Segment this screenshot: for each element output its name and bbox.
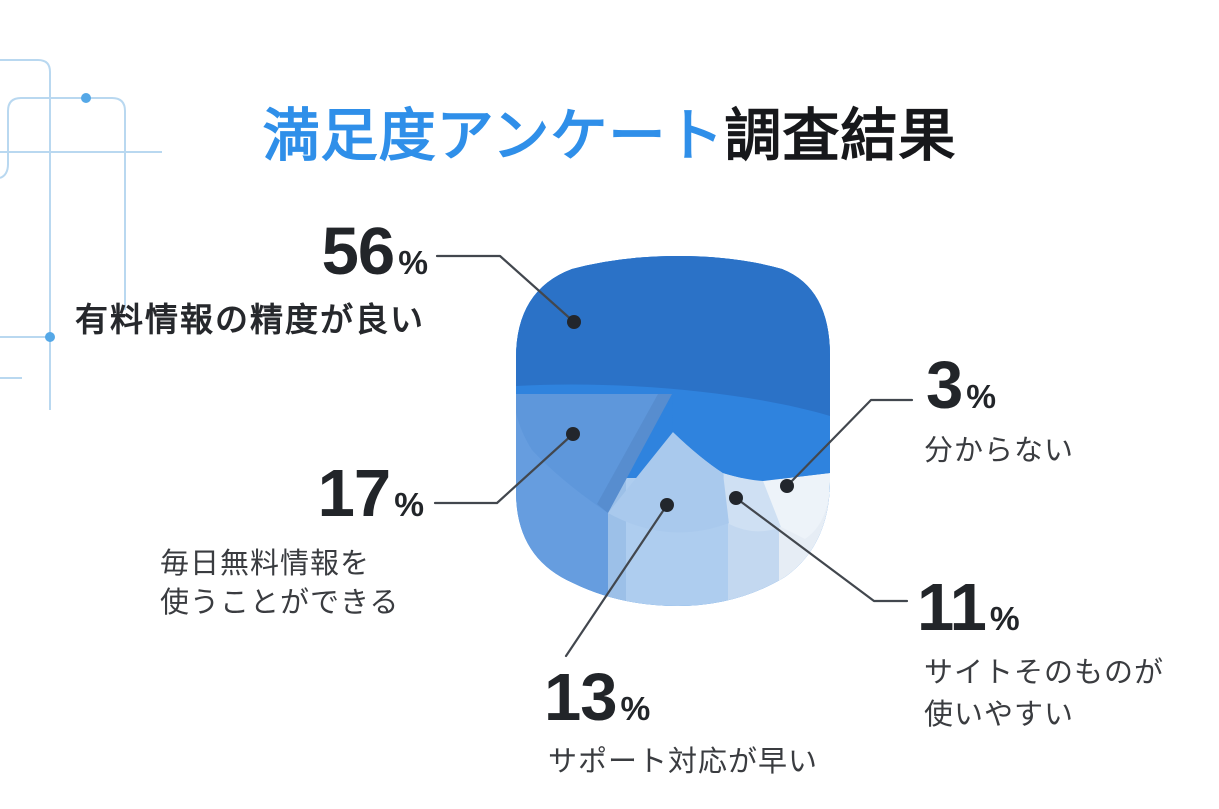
callout-number: 17 [317,456,392,531]
pie-slice-17-top [516,394,672,513]
leader-dot-3 [780,479,794,493]
decor-dot [81,93,91,103]
decor-lines [0,59,162,410]
callout-label-3: 分からない [924,435,1075,467]
leader-dots [566,315,794,512]
percent-sign: % [398,245,428,282]
leader-line-11 [734,496,909,603]
callout-label-17: 毎日無料情報を 使うことができる [160,545,399,623]
title-highlight: 満足度アンケート [262,104,725,169]
decor-dots [45,93,91,342]
pie-slice-13-top [608,432,729,533]
leader-line-3 [785,398,914,488]
percent-sign: % [989,601,1020,638]
leader-dot-11 [729,491,743,505]
callout-label-56: 有料情報の精度が良い [75,301,425,338]
pie-chart [516,256,830,606]
callout-number: 11 [917,570,987,645]
callout-value-3: 3% [926,352,996,419]
leader-dot-56 [567,315,581,329]
callout-value-13: 13% [544,664,650,731]
page-title: 満足度アンケート調査結果 [0,104,1219,170]
leader-dot-17 [566,427,580,441]
title-rest: 調査結果 [724,104,957,169]
decor-line [0,59,51,410]
callout-label-line: 使いやすい [924,699,1075,731]
leader-dot-13 [660,498,674,512]
pie-slice-17-cut-shade [597,394,672,513]
pie-back-rim [516,256,830,416]
callout-label-line: 毎日無料情報を [160,548,371,580]
leader-line-13 [564,503,669,658]
callout-number: 13 [544,660,618,735]
percent-sign: % [966,379,997,416]
decor-dot [45,332,55,342]
percent-sign: % [394,487,424,524]
callout-label-line: サイトそのものが [924,657,1165,689]
decor-line [0,97,126,310]
callout-value-56: 56% [322,218,428,285]
callout-label-line: 使うことができる [160,587,400,619]
callout-label-13: サポート対応が早い [548,746,819,778]
callout-value-11: 11% [917,574,1020,641]
callout-number: 56 [321,214,396,289]
leader-lines [433,254,914,658]
leader-line-17 [433,432,575,505]
callout-value-17: 17% [318,460,424,527]
pie-slice-3-top [763,473,830,539]
leader-line-56 [435,254,576,324]
callout-label-11: サイトそのものが 使いやすい [924,652,1164,736]
callout-number: 3 [926,348,963,423]
pie-slice-11-top [723,473,781,532]
percent-sign: % [620,691,651,728]
